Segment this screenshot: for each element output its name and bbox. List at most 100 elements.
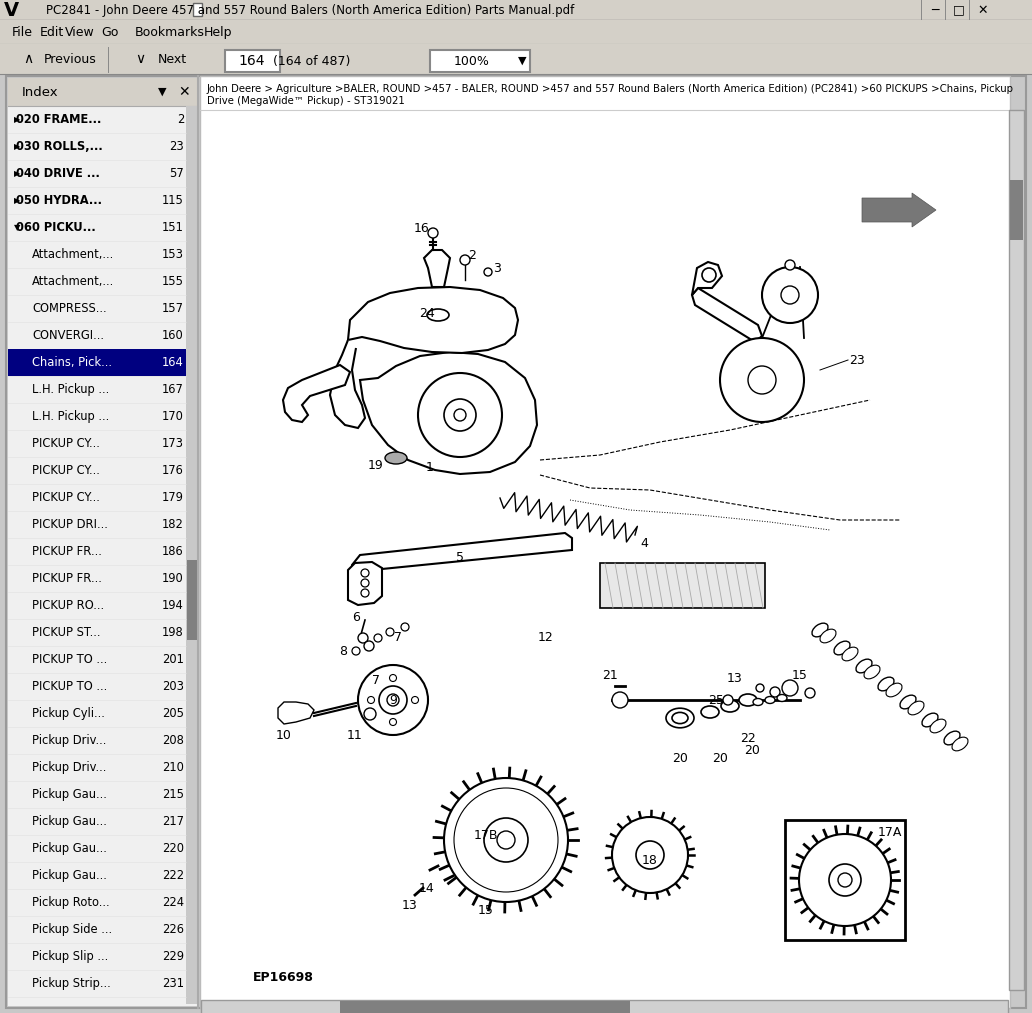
Text: 13: 13 — [402, 899, 418, 912]
Text: View: View — [65, 25, 95, 38]
Circle shape — [361, 569, 369, 577]
Text: 217: 217 — [162, 815, 184, 828]
Text: 208: 208 — [162, 734, 184, 747]
Text: L.H. Pickup ...: L.H. Pickup ... — [32, 410, 109, 423]
Ellipse shape — [952, 737, 968, 751]
Text: 155: 155 — [162, 275, 184, 288]
Text: 182: 182 — [162, 518, 184, 531]
Circle shape — [387, 694, 399, 706]
Ellipse shape — [812, 623, 828, 637]
Polygon shape — [330, 340, 365, 428]
Polygon shape — [692, 262, 722, 295]
Text: Attachment,...: Attachment,... — [32, 248, 115, 261]
Text: 11: 11 — [347, 728, 363, 742]
Text: 229: 229 — [162, 950, 184, 963]
Text: ▶: ▶ — [14, 142, 21, 151]
Ellipse shape — [864, 666, 880, 679]
Text: 3: 3 — [493, 261, 501, 275]
Circle shape — [364, 708, 376, 720]
Text: 23: 23 — [849, 354, 865, 367]
Text: 210: 210 — [162, 761, 184, 774]
Circle shape — [389, 675, 396, 682]
Ellipse shape — [820, 629, 836, 643]
Circle shape — [612, 817, 688, 893]
Bar — [200, 76, 1010, 1008]
Text: Index: Index — [22, 85, 59, 98]
Ellipse shape — [672, 712, 688, 723]
Circle shape — [389, 718, 396, 725]
Ellipse shape — [834, 641, 850, 654]
Bar — [8, 349, 186, 376]
Text: 2: 2 — [469, 248, 476, 261]
Text: Pickup Roto...: Pickup Roto... — [32, 897, 109, 909]
Text: 7: 7 — [372, 674, 380, 687]
Text: Pickup Side ...: Pickup Side ... — [32, 923, 112, 936]
Bar — [0, 20, 1032, 44]
Text: 25: 25 — [708, 694, 723, 706]
Text: 186: 186 — [162, 545, 184, 558]
Circle shape — [358, 633, 368, 643]
Ellipse shape — [900, 695, 916, 709]
Circle shape — [756, 684, 764, 692]
Text: 17B: 17B — [474, 829, 498, 842]
Text: CONVERGI...: CONVERGI... — [32, 329, 104, 342]
Text: 164: 164 — [162, 356, 184, 369]
Text: Pickup Driv...: Pickup Driv... — [32, 761, 106, 774]
Text: 179: 179 — [162, 491, 184, 504]
Circle shape — [454, 788, 558, 892]
Text: □: □ — [954, 3, 965, 16]
Ellipse shape — [878, 677, 894, 691]
Text: 170: 170 — [162, 410, 184, 423]
Bar — [1010, 180, 1023, 240]
Circle shape — [636, 841, 664, 869]
Text: PC2841 - John Deere 457 and 557 Round Balers (North America Edition) Parts Manua: PC2841 - John Deere 457 and 557 Round Ba… — [45, 3, 574, 16]
Text: COMPRESS...: COMPRESS... — [32, 302, 106, 315]
Text: 020 FRAME...: 020 FRAME... — [17, 113, 101, 126]
Text: Go: Go — [101, 25, 119, 38]
Circle shape — [785, 260, 795, 270]
Text: 5: 5 — [456, 550, 464, 563]
Text: 198: 198 — [162, 626, 184, 639]
Circle shape — [454, 409, 466, 421]
Circle shape — [829, 864, 861, 897]
Bar — [340, 1001, 630, 1013]
Text: 205: 205 — [162, 707, 184, 720]
Text: PICKUP FR...: PICKUP FR... — [32, 572, 102, 585]
Circle shape — [361, 579, 369, 587]
Ellipse shape — [753, 699, 763, 705]
Text: 23: 23 — [169, 140, 184, 153]
Text: ▶: ▶ — [14, 196, 21, 205]
Text: Bookmarks: Bookmarks — [135, 25, 205, 38]
Ellipse shape — [856, 659, 872, 673]
Ellipse shape — [944, 731, 960, 745]
Bar — [201, 1000, 1008, 1013]
Text: File: File — [11, 25, 32, 38]
Text: ▼: ▼ — [14, 223, 21, 232]
Text: 18: 18 — [642, 854, 658, 866]
Circle shape — [444, 399, 476, 431]
Text: ✕: ✕ — [179, 85, 190, 99]
Circle shape — [723, 695, 733, 705]
Circle shape — [412, 697, 419, 703]
Ellipse shape — [930, 719, 946, 732]
Text: 226: 226 — [162, 923, 184, 936]
Circle shape — [364, 641, 374, 651]
Text: 203: 203 — [162, 680, 184, 693]
Circle shape — [460, 255, 470, 265]
Polygon shape — [360, 352, 537, 474]
Text: PICKUP TO ...: PICKUP TO ... — [32, 653, 107, 666]
Text: 215: 215 — [162, 788, 184, 801]
Text: 173: 173 — [162, 437, 184, 450]
Text: 17A: 17A — [878, 826, 902, 839]
Text: 194: 194 — [162, 599, 184, 612]
Text: 22: 22 — [740, 731, 755, 745]
Text: PICKUP FR...: PICKUP FR... — [32, 545, 102, 558]
Text: 176: 176 — [162, 464, 184, 477]
Text: ✕: ✕ — [977, 3, 989, 16]
Ellipse shape — [721, 700, 739, 712]
Circle shape — [418, 373, 502, 457]
Text: Attachment,...: Attachment,... — [32, 275, 115, 288]
Text: Edit: Edit — [40, 25, 64, 38]
Text: Next: Next — [158, 53, 187, 66]
Text: PICKUP RO...: PICKUP RO... — [32, 599, 104, 612]
